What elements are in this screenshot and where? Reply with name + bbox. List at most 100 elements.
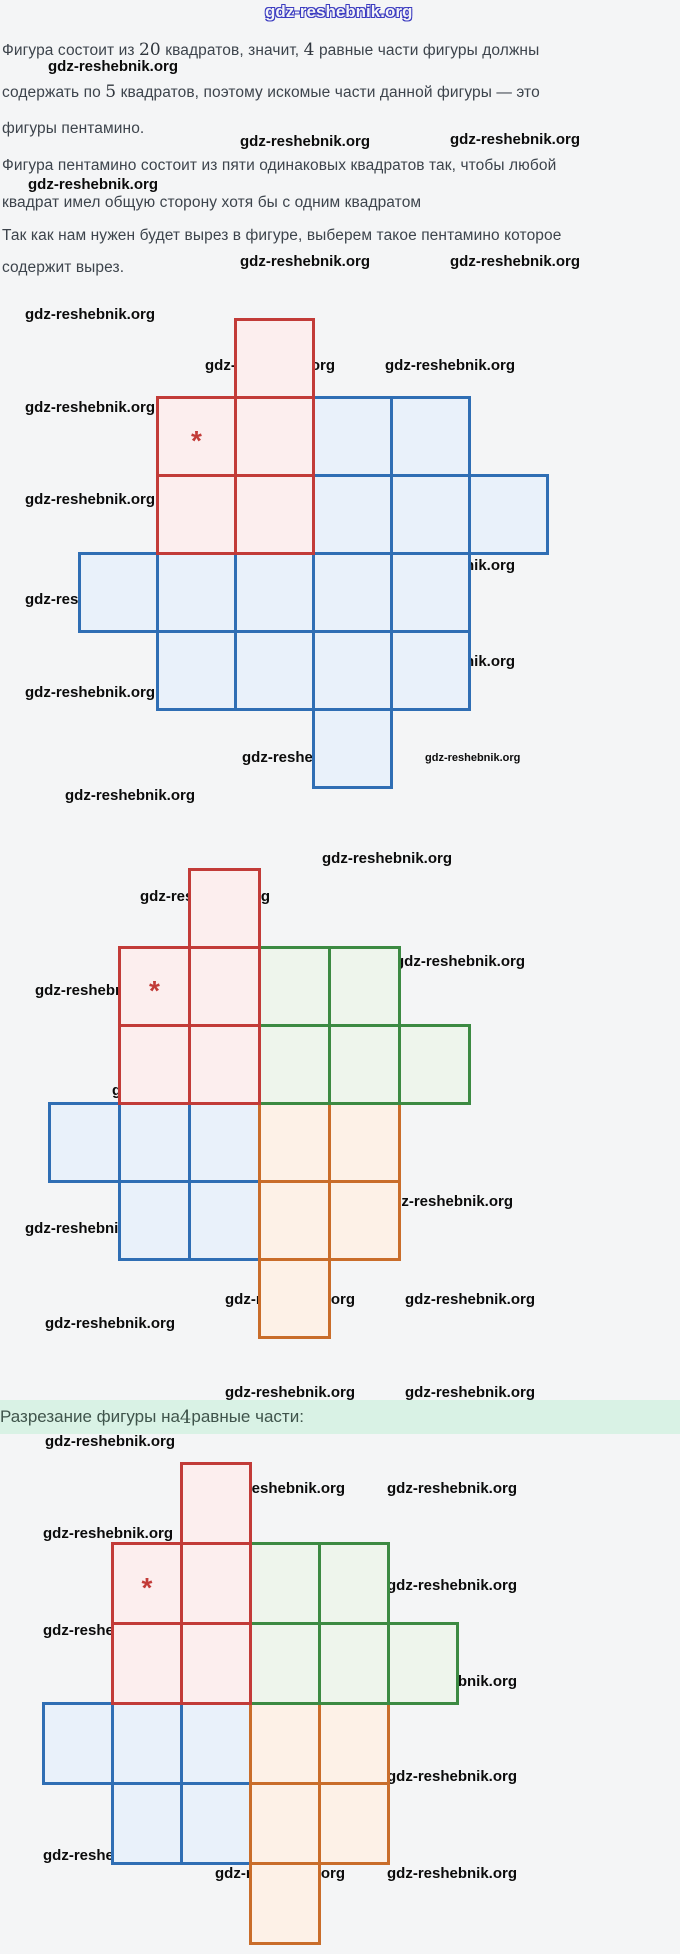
grid-cell-blue [234,630,315,711]
watermark: gdz-reshebnik.org [387,1577,518,1594]
watermark: gdz-reshebnik.org [25,684,156,701]
text-run: содержать по [2,84,106,101]
section-banner: Разрезание фигуры на 4 равные части: [0,1400,680,1434]
watermark: gdz-reshebnik.org [385,357,516,374]
watermark: gdz-reshebnik.org [387,1480,518,1497]
paragraph-line-3: фигуры пентамино. [2,120,145,137]
grid-cell-red [188,1024,261,1105]
star-marker: * [191,424,202,456]
grid-cell-green [249,1542,321,1625]
watermark: gdz-reshebnik.org [383,1193,514,1210]
grid-cell-green [249,1622,321,1705]
grid-cell-green [318,1622,390,1705]
watermark: gdz-reshebnik.org [43,1525,174,1542]
banner-text: равные части: [191,1407,304,1426]
grid-cell-red [234,474,315,555]
grid-cell-blue [111,1702,183,1785]
grid-cell-red [188,868,261,949]
watermark: gdz-reshebnik.org [405,1384,536,1401]
grid-cell-orange [249,1702,321,1785]
grid-cell-red: * [156,396,237,477]
grid-cell-orange [318,1702,390,1785]
watermark: gdz-reshebnik.org [450,253,581,270]
math-number: 4 [179,1406,192,1428]
grid-cell-blue [312,630,393,711]
paragraph-line-5: квадрат имел общую сторону хотя бы с одн… [2,194,422,211]
grid-cell-blue [180,1702,252,1785]
grid-cell-blue [48,1102,121,1183]
watermark: gdz-reshebnik.org [322,850,453,867]
grid-cell-green [387,1622,459,1705]
watermark: gdz-reshebnik.org [387,1865,518,1882]
watermark: gdz-reshebnik.org [387,1768,518,1785]
grid-cell-orange [258,1180,331,1261]
grid-cell-blue [390,474,471,555]
grid-cell-blue [180,1782,252,1865]
grid-cell-orange [328,1102,401,1183]
grid-cell-blue [156,630,237,711]
grid-cell-orange [249,1782,321,1865]
grid-cell-orange [258,1102,331,1183]
paragraph-line-1: Фигура состоит из 20 квадратов, значит, … [2,40,539,60]
grid-cell-blue [111,1782,183,1865]
watermark: gdz-reshebnik.org [45,1315,176,1332]
grid-cell-blue [312,708,393,789]
math-number: 5 [105,82,117,102]
grid-cell-green [328,946,401,1027]
paragraph-line-4: Фигура пентамино состоит из пяти одинако… [2,157,557,174]
grid-cell-blue [78,552,159,633]
math-number: 20 [139,40,161,60]
watermark: gdz-reshebnik.org [25,399,156,416]
grid-cell-blue [118,1102,191,1183]
watermark: gdz-reshebnik.org [25,306,156,323]
text-run: равные части фигуры должны [314,42,540,59]
watermark: gdz-reshebnik.org [425,752,521,764]
watermark: gdz-reshebnik.org [65,787,196,804]
paragraph-line-7: содержит вырез. [2,259,125,276]
grid-cell-orange [318,1782,390,1865]
grid-cell-red [234,318,315,399]
grid-cell-orange [258,1258,331,1339]
grid-cell-red [234,396,315,477]
watermark: gdz-reshebnik.org [240,253,371,270]
banner-text: Разрезание фигуры на [0,1407,180,1426]
grid-cell-green [258,946,331,1027]
grid-cell-blue [312,474,393,555]
grid-cell-red [111,1622,183,1705]
paragraph-line-2: содержать по 5 квадратов, поэтому искомы… [2,82,540,102]
text-run: квадратов, поэтому искомые части данной … [116,84,540,101]
grid-cell-red [180,1622,252,1705]
grid-cell-blue [156,552,237,633]
grid-cell-red [188,946,261,1027]
paragraph-line-6: Так как нам нужен будет вырез в фигуре, … [2,227,562,244]
watermark: gdz-reshebnik.org [405,1291,536,1308]
star-marker: * [141,1571,153,1603]
grid-cell-red [180,1462,252,1545]
star-marker: * [149,974,160,1006]
grid-cell-blue [118,1180,191,1261]
grid-cell-red [156,474,237,555]
watermark-outline: gdz-reshebnik.org [265,2,413,21]
watermark: gdz-reshebnik.org [450,131,581,148]
grid-cell-green [258,1024,331,1105]
watermark: gdz-reshebnik.org [240,133,371,150]
grid-cell-blue [188,1180,261,1261]
grid-cell-orange [328,1180,401,1261]
grid-cell-blue [390,630,471,711]
text-run: квадратов, значит, [160,42,304,59]
grid-cell-red: * [118,946,191,1027]
math-number: 4 [303,40,315,60]
grid-cell-blue [312,396,393,477]
grid-cell-orange [249,1862,321,1945]
watermark: gdz-reshebnik.org [25,491,156,508]
watermark: gdz-reshebnik.org [225,1384,356,1401]
grid-cell-blue [234,552,315,633]
grid-cell-blue [312,552,393,633]
watermark: gdz-reshebnik.org [45,1433,176,1450]
grid-cell-green [328,1024,401,1105]
grid-cell-red [118,1024,191,1105]
grid-cell-blue [468,474,549,555]
grid-cell-blue [390,396,471,477]
grid-cell-blue [188,1102,261,1183]
